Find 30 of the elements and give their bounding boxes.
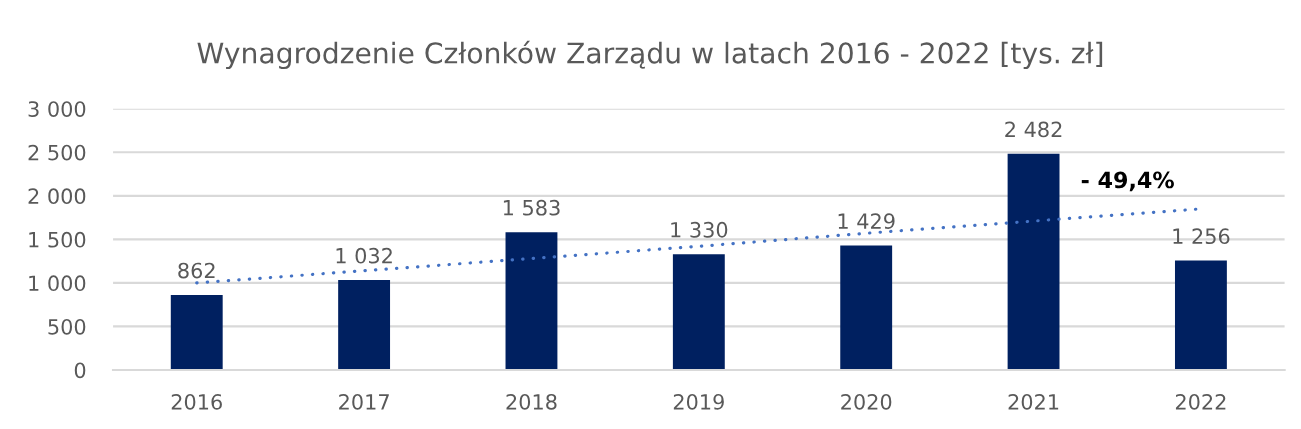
x-tick-label: 2018 [506, 393, 557, 410]
x-tick-label: 2020 [841, 393, 892, 410]
bar [338, 280, 391, 371]
y-tick-label: 1 500 [29, 231, 86, 248]
y-tick-label: 2 000 [28, 188, 86, 205]
y-tick-label: 0 [74, 362, 86, 379]
x-tick-label: 2019 [673, 393, 724, 410]
chart-title: Wynagrodzenie Członków Zarządu w latach 2016 - 2022 [tys. zł] [197, 40, 1103, 70]
x-tick-label: 2016 [171, 393, 222, 410]
data-label: 1 330 [671, 221, 728, 238]
data-label: 2 482 [1005, 121, 1062, 138]
x-tick-label: 2021 [1008, 393, 1059, 410]
data-label: 1 583 [503, 199, 560, 216]
annotation: - 49,4% [1081, 171, 1174, 192]
data-label: 862 [178, 262, 215, 279]
bar [1174, 260, 1227, 371]
y-tick-label: 500 [48, 318, 86, 335]
y-tick-label: 2 500 [28, 144, 86, 161]
x-tick-label: 2017 [339, 393, 389, 410]
x-tick-label: 2022 [1175, 393, 1226, 410]
data-label: 1 032 [336, 247, 392, 264]
y-tick-label: 1 000 [29, 275, 86, 292]
y-tick-label: 3 000 [28, 101, 86, 117]
data-label: 1 256 [1173, 228, 1230, 245]
bar [1007, 153, 1060, 371]
data-label: 1 429 [838, 213, 895, 230]
bar [170, 294, 223, 371]
bar [840, 245, 893, 371]
bar [505, 232, 558, 371]
bar [672, 254, 725, 371]
